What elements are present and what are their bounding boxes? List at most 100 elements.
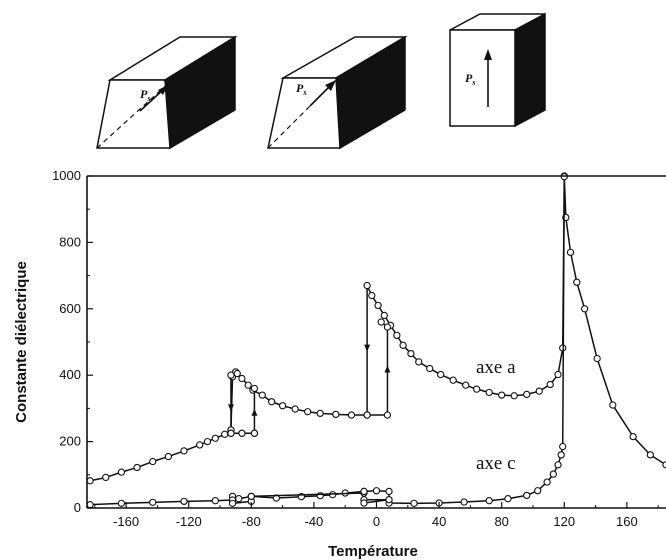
data-point (383, 323, 392, 331)
axes-layer: -160 -120 -80 -40 0 40 80 120 160 0 200 400 600 800 10… (52, 168, 666, 529)
data-point (523, 390, 531, 399)
data-point (227, 371, 235, 379)
transition-arrow (227, 404, 234, 412)
data-point (250, 384, 259, 393)
data-point (485, 497, 493, 505)
data-point (247, 492, 255, 501)
data-point (196, 441, 204, 449)
ps-label-2: Ps (296, 81, 306, 97)
data-point (498, 391, 506, 399)
data-point (534, 487, 542, 495)
data-point (360, 499, 368, 507)
data-point (303, 408, 312, 416)
data-point (102, 473, 110, 482)
data-point (268, 398, 276, 406)
series-0 (86, 172, 666, 485)
y-tick-label: 0 (74, 500, 81, 515)
data-point (374, 301, 382, 310)
series-line (89, 175, 666, 482)
data-point (372, 487, 381, 495)
series-label-axe-c: axe c (476, 453, 516, 474)
data-point (316, 409, 324, 418)
x-tick-label: 120 (553, 514, 575, 529)
data-point (211, 497, 219, 505)
series-4 (228, 487, 393, 508)
data-point (291, 405, 299, 413)
data-point (228, 499, 237, 508)
x-tick-label: -80 (242, 514, 261, 529)
data-point (227, 429, 235, 437)
data-point (385, 496, 393, 504)
data-point (566, 248, 575, 257)
data-point (554, 461, 562, 469)
data-point (385, 487, 393, 496)
chart: -160 -120 -80 -40 0 40 80 120 160 0 200 400 600 800 10… (13, 168, 666, 560)
data-point (363, 281, 371, 290)
data-point (535, 387, 543, 395)
data-point (437, 370, 445, 379)
data-point (554, 370, 562, 379)
transition-arrow (384, 365, 391, 373)
y-tick-label: 200 (59, 434, 81, 449)
data-point (460, 498, 468, 506)
data-point (415, 358, 423, 366)
data-point (149, 457, 157, 466)
data-point (377, 318, 385, 326)
ps-label-3: Ps (465, 71, 475, 87)
data-point (504, 495, 512, 503)
x-tick-label: 0 (373, 514, 380, 529)
data-point (473, 385, 481, 393)
data-point (393, 331, 401, 340)
data-point (546, 380, 554, 389)
data-point (383, 411, 392, 419)
data-point (238, 429, 246, 437)
data-point (646, 451, 655, 459)
series-line (367, 321, 389, 416)
data-point (380, 311, 388, 320)
data-point (149, 498, 157, 507)
y-tick-label: 1000 (52, 168, 81, 183)
data-point (86, 477, 94, 485)
data-point (233, 369, 241, 378)
data-point (133, 463, 141, 472)
data-point (629, 432, 637, 441)
data-point (86, 501, 94, 509)
data-point (543, 478, 551, 486)
data-point (407, 349, 415, 358)
x-tick-label: -40 (305, 514, 324, 529)
data-point (235, 495, 243, 503)
data-point (580, 305, 589, 313)
series-line (230, 372, 256, 435)
data-point (523, 491, 531, 500)
data-point (426, 364, 434, 373)
transition-arrow (251, 408, 258, 416)
x-axis-title: Température (328, 543, 418, 560)
x-tick-label: -160 (113, 514, 139, 529)
data-point (609, 401, 617, 409)
crystal-body-diagonal: Ps (96, 35, 238, 150)
data-point (449, 376, 457, 384)
data-point (573, 278, 581, 286)
series-layer (86, 172, 666, 509)
data-point (549, 470, 557, 478)
data-point (363, 411, 371, 419)
data-point (211, 434, 219, 442)
data-point (662, 461, 666, 469)
y-tick-label: 800 (59, 234, 81, 249)
series-label-axe-a: axe a (476, 357, 516, 378)
x-tick-label: 40 (432, 514, 446, 529)
y-tick-label: 400 (59, 367, 81, 382)
y-axis-title: Constante diélectrique (13, 261, 30, 423)
data-point (221, 430, 229, 438)
data-point (485, 388, 493, 397)
data-point (180, 497, 188, 506)
data-point (238, 374, 246, 383)
data-point (278, 402, 287, 410)
data-point (462, 381, 470, 389)
data-point (332, 410, 340, 419)
crystal-vertical: Ps (449, 12, 546, 128)
data-point (164, 452, 173, 461)
data-point (593, 354, 601, 363)
data-point (347, 411, 356, 419)
data-point (117, 499, 126, 508)
